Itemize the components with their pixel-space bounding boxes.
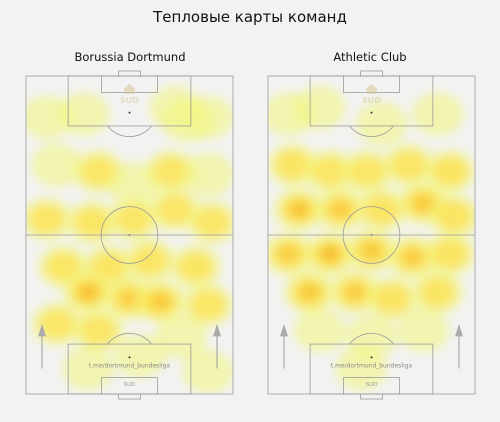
heat-blob-mid [45,251,82,282]
heat-blob-high [278,246,299,263]
heat-blob-mid [115,204,152,235]
heat-layer [26,85,233,394]
heat-blob-mid [363,194,400,225]
attack-direction-arrow-icon [455,324,463,369]
watermark-logo-text: SUD [124,382,136,388]
heat-blob-mid [419,277,456,308]
logo-text: SUD [120,96,139,105]
attack-direction-arrow-icon [38,324,46,369]
heat-blob-mid [152,156,189,187]
heat-blob [355,101,408,146]
heat-blob-high [413,195,434,212]
heat-blob [113,333,166,378]
watermark-text: t.me/dortmund_bundesliga [89,363,171,370]
heat-blob [62,346,115,391]
heat-blob-high [320,246,341,263]
heat-blob-mid [390,150,427,181]
heat-blob-mid [39,309,76,340]
heat-blob-mid [432,156,469,187]
heat-blob-high [119,290,140,307]
heat-blob-mid [194,207,231,238]
logo-text: SUD [362,96,381,105]
heat-blob [57,92,110,137]
heat-blob [293,85,346,130]
team-title-left: Borussia Dortmund [74,50,186,64]
watermark-text: t.me/dortmund_bundesliga [331,363,413,370]
heat-blob [335,346,388,391]
club-logo-icon: SUD [362,84,381,105]
heat-blob-mid [132,245,169,276]
heat-blob-high [361,242,382,259]
heat-blob [182,349,233,394]
heat-blob-mid [432,239,469,270]
heat-layer [268,85,475,391]
heat-blob-mid [312,156,349,187]
heat-blob-mid [190,289,227,320]
heat-blob-high [289,201,310,218]
pitch-lines [267,70,476,400]
heat-blob-mid [374,283,411,314]
heat-blob-high [344,284,365,301]
heat-blob-mid [436,200,473,231]
heat-blob-high [330,201,351,218]
attack-direction-arrow-icon [280,324,288,369]
team-title-right: Athletic Club [333,50,407,64]
heat-blob-mid [80,315,117,346]
heat-blob-mid [80,156,117,187]
pitch-left: SUD t.me/dortmund_bundesliga SUD [25,70,234,400]
heat-blob [31,143,84,188]
heat-blob [293,308,346,353]
attack-direction-arrow-icon [213,324,221,369]
pitch-lines [25,70,234,400]
heat-blob-high [150,293,171,310]
main-title: Тепловые карты команд [153,8,347,26]
heat-blob [397,308,450,353]
heat-blob-mid [74,207,111,238]
heat-blob-mid [157,194,194,225]
heat-blob [182,152,233,197]
pitch-right: SUD t.me/dortmund_bundesliga SUD [267,70,476,400]
heat-blob [411,92,464,137]
watermark-logo-text: SUD [366,382,378,388]
heat-blob-high [78,284,99,301]
heat-blob-mid [28,204,65,235]
heat-blob-high [299,284,320,301]
heat-blob-mid [177,251,214,282]
heat-blob [155,314,208,359]
heat-blob-mid [274,150,311,181]
heat-blob-mid [349,156,386,187]
heat-blob [182,95,233,140]
club-logo-icon: SUD [120,84,139,105]
heat-blob-high [402,249,423,266]
